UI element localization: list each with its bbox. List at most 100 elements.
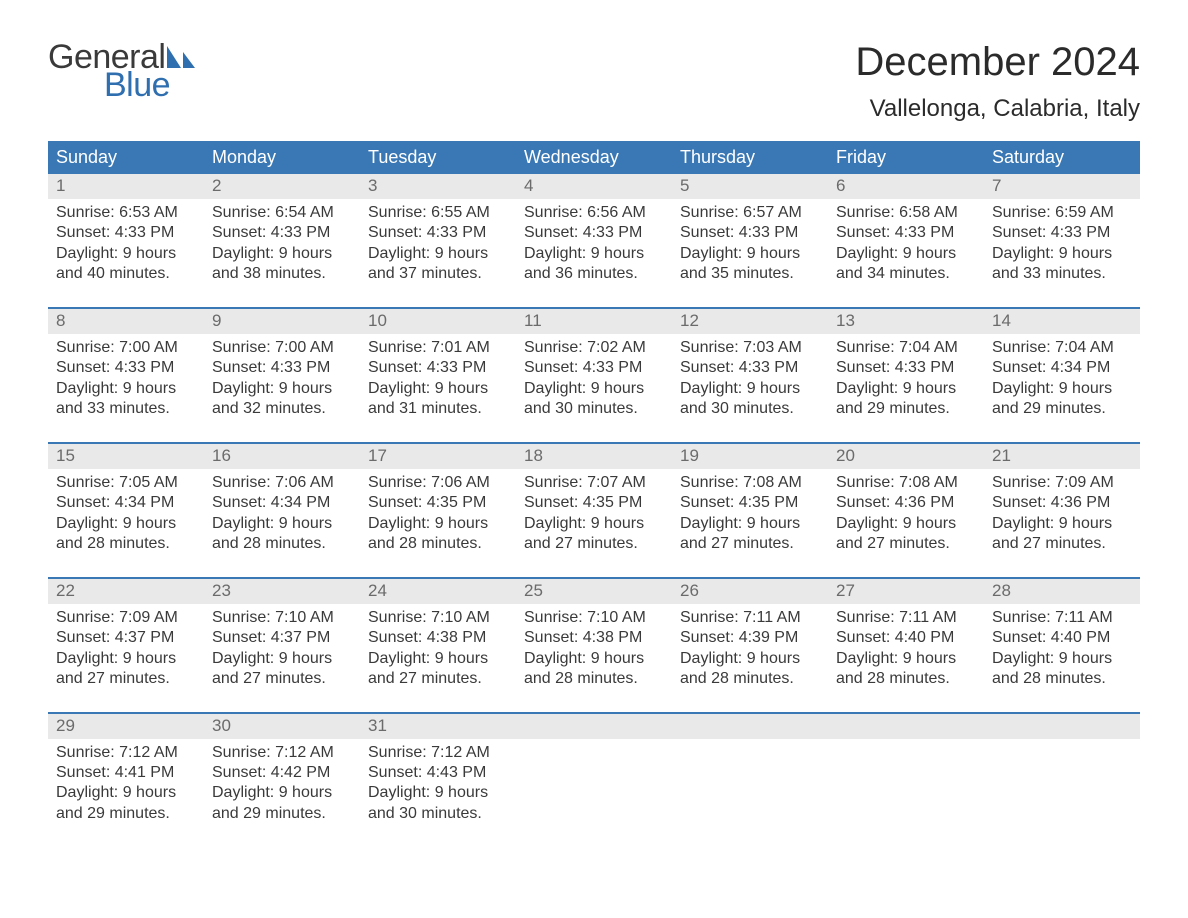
dayname-tue: Tuesday: [360, 141, 516, 174]
day-cell: Sunrise: 7:01 AMSunset: 4:33 PMDaylight:…: [360, 334, 516, 428]
day-number: 27: [828, 579, 984, 604]
daylight-line: Daylight: 9 hours: [368, 649, 508, 669]
day-number: 4: [516, 174, 672, 199]
sunset-line: Sunset: 4:38 PM: [368, 628, 508, 648]
daylight-line: Daylight: 9 hours: [992, 244, 1132, 264]
sunset-line: Sunset: 4:34 PM: [56, 493, 196, 513]
week-row: 1234567Sunrise: 6:53 AMSunset: 4:33 PMDa…: [48, 174, 1140, 293]
daylight-line: and 34 minutes.: [836, 264, 976, 284]
daylight-line: Daylight: 9 hours: [212, 783, 352, 803]
daylight-line: and 37 minutes.: [368, 264, 508, 284]
sunset-line: Sunset: 4:43 PM: [368, 763, 508, 783]
day-cell: Sunrise: 7:05 AMSunset: 4:34 PMDaylight:…: [48, 469, 204, 563]
daylight-line: Daylight: 9 hours: [836, 379, 976, 399]
sunrise-line: Sunrise: 6:55 AM: [368, 203, 508, 223]
day-number: 18: [516, 444, 672, 469]
daylight-line: and 33 minutes.: [992, 264, 1132, 284]
day-cell: Sunrise: 7:10 AMSunset: 4:38 PMDaylight:…: [360, 604, 516, 698]
sunrise-line: Sunrise: 7:09 AM: [992, 473, 1132, 493]
sunrise-line: Sunrise: 6:59 AM: [992, 203, 1132, 223]
daylight-line: and 28 minutes.: [524, 669, 664, 689]
daylight-line: and 29 minutes.: [836, 399, 976, 419]
sunset-line: Sunset: 4:33 PM: [836, 223, 976, 243]
day-cell: Sunrise: 7:00 AMSunset: 4:33 PMDaylight:…: [204, 334, 360, 428]
sunrise-line: Sunrise: 7:04 AM: [836, 338, 976, 358]
sunrise-line: Sunrise: 6:56 AM: [524, 203, 664, 223]
day-number: [672, 714, 828, 739]
daylight-line: Daylight: 9 hours: [524, 649, 664, 669]
dayname-header: Sunday Monday Tuesday Wednesday Thursday…: [48, 141, 1140, 174]
day-cell: Sunrise: 7:11 AMSunset: 4:40 PMDaylight:…: [828, 604, 984, 698]
daylight-line: and 28 minutes.: [56, 534, 196, 554]
sunset-line: Sunset: 4:41 PM: [56, 763, 196, 783]
daylight-line: Daylight: 9 hours: [212, 379, 352, 399]
sunset-line: Sunset: 4:33 PM: [56, 223, 196, 243]
sunrise-line: Sunrise: 7:10 AM: [368, 608, 508, 628]
day-cell: Sunrise: 7:08 AMSunset: 4:36 PMDaylight:…: [828, 469, 984, 563]
week-row: 891011121314Sunrise: 7:00 AMSunset: 4:33…: [48, 307, 1140, 428]
day-cell: Sunrise: 6:53 AMSunset: 4:33 PMDaylight:…: [48, 199, 204, 293]
day-cell: Sunrise: 7:12 AMSunset: 4:41 PMDaylight:…: [48, 739, 204, 833]
day-number: 2: [204, 174, 360, 199]
day-number: 15: [48, 444, 204, 469]
day-cell: Sunrise: 7:03 AMSunset: 4:33 PMDaylight:…: [672, 334, 828, 428]
day-number: 7: [984, 174, 1140, 199]
daylight-line: and 28 minutes.: [992, 669, 1132, 689]
sunset-line: Sunset: 4:35 PM: [368, 493, 508, 513]
day-number: [828, 714, 984, 739]
calendar: Sunday Monday Tuesday Wednesday Thursday…: [48, 141, 1140, 832]
day-cell: Sunrise: 6:56 AMSunset: 4:33 PMDaylight:…: [516, 199, 672, 293]
day-cell: Sunrise: 7:00 AMSunset: 4:33 PMDaylight:…: [48, 334, 204, 428]
day-cell: Sunrise: 7:08 AMSunset: 4:35 PMDaylight:…: [672, 469, 828, 563]
day-number: 16: [204, 444, 360, 469]
daylight-line: and 27 minutes.: [992, 534, 1132, 554]
sunset-line: Sunset: 4:33 PM: [56, 358, 196, 378]
daynum-row: 891011121314: [48, 309, 1140, 334]
day-number: 22: [48, 579, 204, 604]
day-number: [984, 714, 1140, 739]
daylight-line: Daylight: 9 hours: [56, 783, 196, 803]
daylight-line: Daylight: 9 hours: [56, 379, 196, 399]
day-cell: Sunrise: 7:04 AMSunset: 4:34 PMDaylight:…: [984, 334, 1140, 428]
day-cell: Sunrise: 7:07 AMSunset: 4:35 PMDaylight:…: [516, 469, 672, 563]
daynum-row: 1234567: [48, 174, 1140, 199]
sunset-line: Sunset: 4:36 PM: [836, 493, 976, 513]
daylight-line: and 40 minutes.: [56, 264, 196, 284]
sunrise-line: Sunrise: 7:07 AM: [524, 473, 664, 493]
day-number: 11: [516, 309, 672, 334]
day-number: [516, 714, 672, 739]
sunset-line: Sunset: 4:40 PM: [992, 628, 1132, 648]
daylight-line: Daylight: 9 hours: [368, 244, 508, 264]
sunrise-line: Sunrise: 7:12 AM: [56, 743, 196, 763]
sunset-line: Sunset: 4:33 PM: [368, 358, 508, 378]
daylight-line: Daylight: 9 hours: [680, 649, 820, 669]
daylight-line: and 30 minutes.: [680, 399, 820, 419]
day-number: 20: [828, 444, 984, 469]
daylight-line: Daylight: 9 hours: [212, 649, 352, 669]
location-label: Vallelonga, Calabria, Italy: [855, 95, 1140, 123]
day-number: 17: [360, 444, 516, 469]
daylight-line: and 32 minutes.: [212, 399, 352, 419]
sunset-line: Sunset: 4:34 PM: [992, 358, 1132, 378]
day-cell: Sunrise: 7:12 AMSunset: 4:42 PMDaylight:…: [204, 739, 360, 833]
daylight-line: and 27 minutes.: [836, 534, 976, 554]
day-number: 24: [360, 579, 516, 604]
daylight-line: and 30 minutes.: [524, 399, 664, 419]
day-number: 9: [204, 309, 360, 334]
daylight-line: and 36 minutes.: [524, 264, 664, 284]
logo-text-blue: Blue: [104, 68, 197, 102]
sunset-line: Sunset: 4:33 PM: [212, 358, 352, 378]
sunset-line: Sunset: 4:35 PM: [680, 493, 820, 513]
page-title: December 2024: [855, 40, 1140, 85]
sunrise-line: Sunrise: 7:03 AM: [680, 338, 820, 358]
sunrise-line: Sunrise: 7:00 AM: [56, 338, 196, 358]
daylight-line: and 33 minutes.: [56, 399, 196, 419]
daylight-line: Daylight: 9 hours: [836, 649, 976, 669]
day-cell: Sunrise: 6:54 AMSunset: 4:33 PMDaylight:…: [204, 199, 360, 293]
daylight-line: and 27 minutes.: [368, 669, 508, 689]
daylight-line: Daylight: 9 hours: [992, 649, 1132, 669]
week-row: 22232425262728Sunrise: 7:09 AMSunset: 4:…: [48, 577, 1140, 698]
sunset-line: Sunset: 4:33 PM: [212, 223, 352, 243]
sunrise-line: Sunrise: 6:54 AM: [212, 203, 352, 223]
sunrise-line: Sunrise: 7:04 AM: [992, 338, 1132, 358]
